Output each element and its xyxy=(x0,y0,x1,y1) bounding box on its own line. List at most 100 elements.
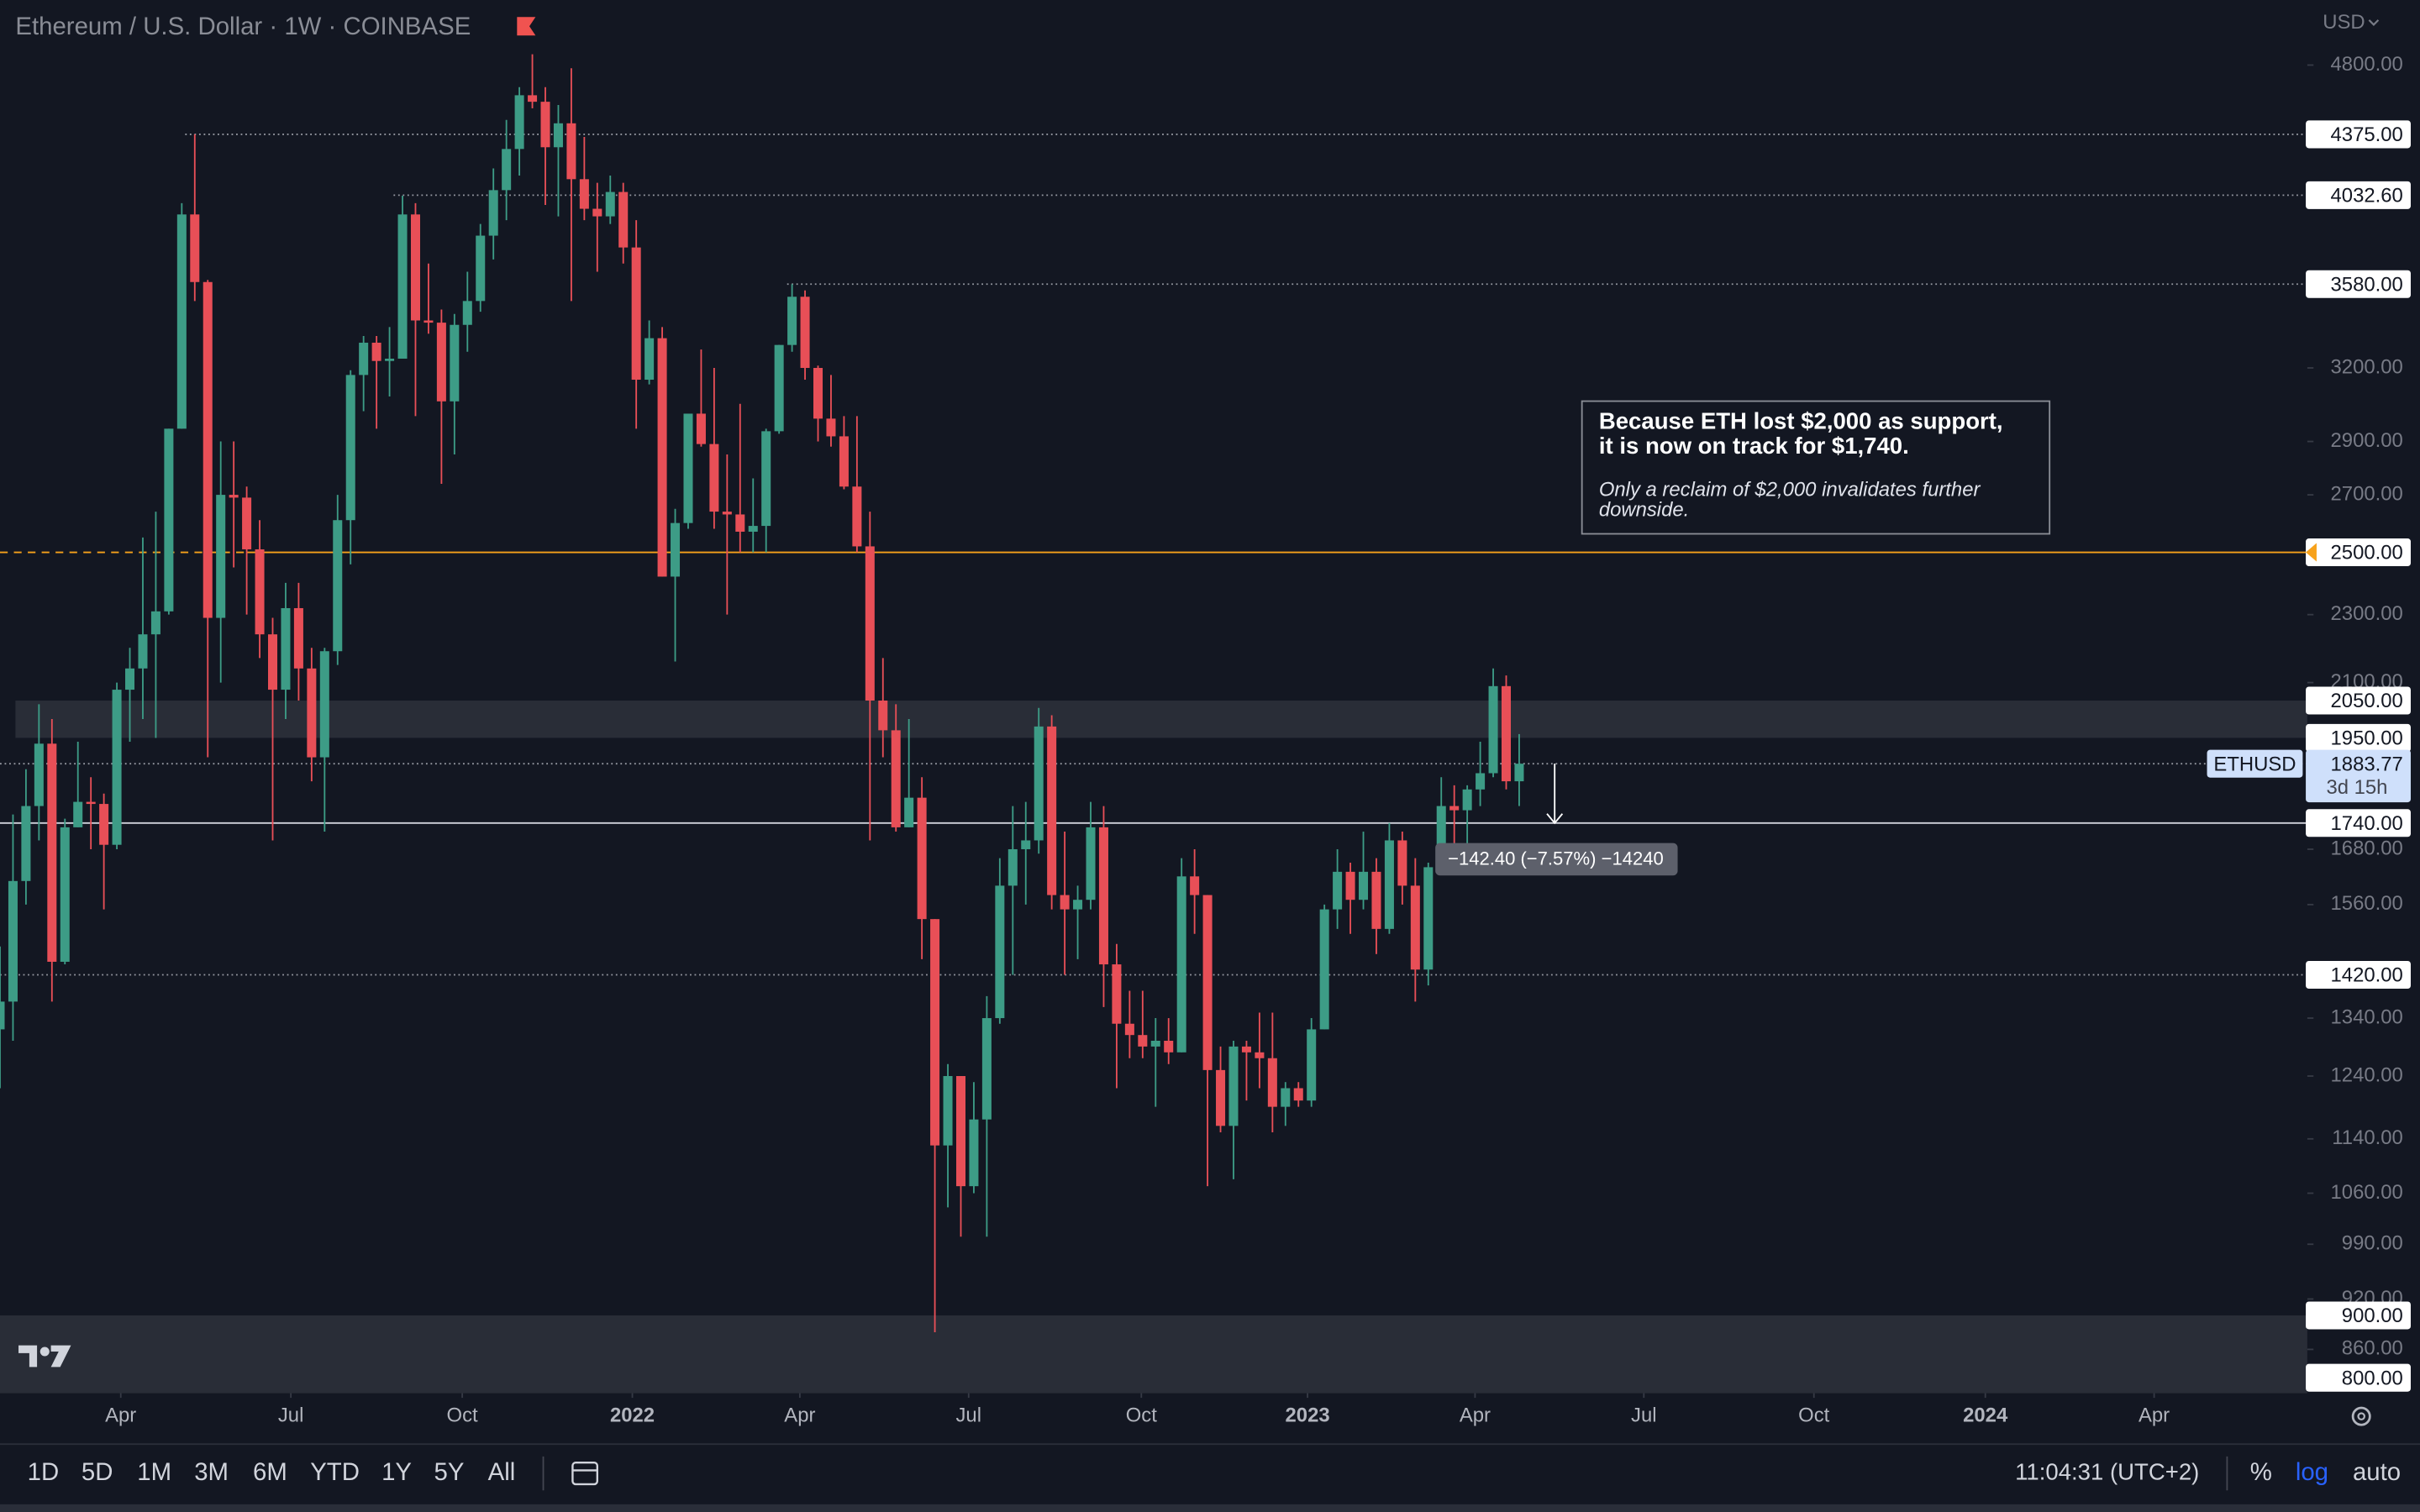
x-tick-label: 2024 xyxy=(1963,1404,2008,1426)
y-tick-label: 1680.00 xyxy=(2331,837,2403,859)
candle-body xyxy=(1345,871,1355,900)
candle-body xyxy=(436,323,446,402)
candle-body xyxy=(553,123,563,148)
y-tick-label: 3200.00 xyxy=(2331,355,2403,378)
candle-body xyxy=(1462,789,1472,811)
candle-body xyxy=(1138,1035,1148,1047)
log-toggle[interactable]: log xyxy=(2296,1458,2328,1486)
candle-body xyxy=(307,668,317,758)
range-button[interactable]: All xyxy=(488,1458,516,1486)
range-button[interactable]: 6M xyxy=(253,1458,287,1486)
range-button[interactable]: YTD xyxy=(310,1458,360,1486)
candle-body xyxy=(60,827,70,962)
candle-body xyxy=(540,102,550,148)
candle-body xyxy=(969,1119,979,1187)
currency[interactable]: USD xyxy=(2323,11,2365,34)
candle-body xyxy=(748,526,758,532)
calendar-icon[interactable] xyxy=(571,1462,599,1486)
candle-body xyxy=(359,342,369,375)
candle-body xyxy=(397,214,408,359)
candle-body xyxy=(1216,1069,1226,1126)
range-button[interactable]: 1Y xyxy=(381,1458,412,1486)
candle-body xyxy=(1371,871,1381,929)
clock[interactable]: 11:04:31 (UTC+2) xyxy=(2015,1458,2199,1484)
auto-toggle[interactable]: auto xyxy=(2353,1458,2401,1486)
range-button[interactable]: 5Y xyxy=(434,1458,465,1486)
measure-label: −142.40 (−7.57%) −14240 xyxy=(1448,848,1664,869)
annotation-heading: it is now on track for $1,740. xyxy=(1599,433,1909,459)
range-button[interactable]: 3M xyxy=(194,1458,229,1486)
range-button[interactable]: 1M xyxy=(137,1458,171,1486)
price-label-box xyxy=(2306,538,2411,567)
y-tick-label: 2900.00 xyxy=(2331,429,2403,452)
y-tick-label: 990.00 xyxy=(2342,1232,2403,1255)
price-label-box xyxy=(2306,120,2411,149)
candle-body xyxy=(21,806,31,881)
candle-body xyxy=(1086,827,1096,900)
candle-body xyxy=(917,797,927,920)
candle-body xyxy=(605,192,615,217)
countdown: 3d 15h xyxy=(2326,776,2387,799)
candle-body xyxy=(618,192,629,248)
y-tick-label: 1140.00 xyxy=(2332,1126,2402,1149)
x-tick-label: 2023 xyxy=(1286,1404,1330,1426)
candle-body xyxy=(1423,867,1434,970)
x-tick-label: Apr xyxy=(2139,1404,2170,1426)
candle-body xyxy=(1047,726,1057,895)
candle-body xyxy=(476,235,486,302)
percent-toggle[interactable]: % xyxy=(2250,1458,2272,1486)
x-tick-label: Oct xyxy=(1798,1404,1829,1426)
zone xyxy=(15,700,2307,738)
range-button[interactable]: 5D xyxy=(82,1458,113,1486)
price-label: 3580.00 xyxy=(2331,273,2403,296)
candle-body xyxy=(1436,806,1446,868)
x-tick-label: Apr xyxy=(784,1404,815,1426)
bottom-strip xyxy=(0,1504,2420,1512)
candle-body xyxy=(86,801,96,805)
y-tick-label: 2700.00 xyxy=(2331,482,2403,505)
candle-body xyxy=(696,413,706,444)
annotation-box[interactable] xyxy=(1581,400,2051,535)
candle-body xyxy=(410,214,420,321)
candle-body xyxy=(1293,1088,1303,1101)
candle-body xyxy=(138,634,148,669)
x-tick-label: Oct xyxy=(447,1404,478,1426)
currency-chevron[interactable] xyxy=(2368,19,2380,26)
candle-body xyxy=(1319,909,1329,1030)
tv-logo[interactable] xyxy=(18,1345,71,1368)
settings-icon[interactable] xyxy=(2351,1406,2371,1426)
price-label: 4375.00 xyxy=(2331,123,2403,146)
candle-body xyxy=(1202,895,1213,1070)
price-label-box xyxy=(2306,723,2411,752)
range-button[interactable]: 1D xyxy=(28,1458,60,1486)
candle-body xyxy=(164,428,174,612)
candle-body xyxy=(293,607,303,669)
candle-body xyxy=(1307,1029,1317,1101)
candle-body xyxy=(371,342,381,361)
candle-body xyxy=(1164,1041,1174,1053)
candle-body xyxy=(579,179,589,209)
candle-body xyxy=(502,149,512,191)
candle-body xyxy=(1060,895,1070,910)
price-label: 1950.00 xyxy=(2331,727,2403,750)
candle-body xyxy=(1359,871,1369,900)
x-tick-label: Jul xyxy=(278,1404,304,1426)
flag-icon[interactable] xyxy=(517,17,536,36)
price-label-box xyxy=(2306,960,2411,990)
zone xyxy=(0,1315,2307,1394)
price-label: 2500.00 xyxy=(2331,542,2403,564)
candle-body xyxy=(709,444,719,512)
price-label-box xyxy=(2306,1301,2411,1330)
candle-body xyxy=(150,611,160,635)
price-label: 1740.00 xyxy=(2331,812,2403,835)
price-label-box xyxy=(2306,181,2411,209)
candle-body xyxy=(995,885,1005,1019)
price-label-box xyxy=(2306,686,2411,715)
level-marker xyxy=(2306,543,2317,562)
candle-body xyxy=(424,320,434,323)
candle-body xyxy=(333,520,343,652)
candle-body xyxy=(1112,964,1122,1024)
candle-body xyxy=(0,1001,5,1030)
